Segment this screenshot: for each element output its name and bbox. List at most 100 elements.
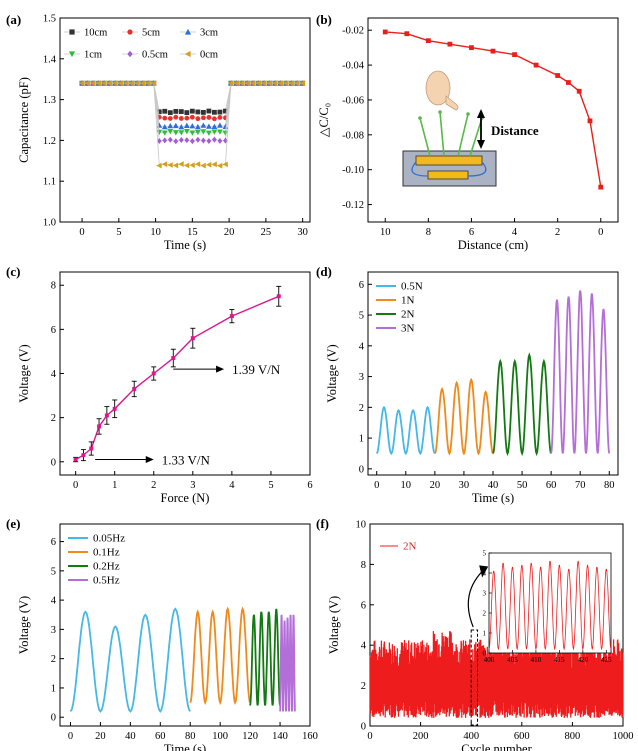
panel-label: (c) — [6, 264, 20, 279]
data-point — [183, 129, 190, 135]
x-tick-label: 140 — [272, 731, 288, 742]
data-point — [211, 161, 217, 168]
field-line — [467, 161, 487, 177]
x-tick-label: 30 — [459, 480, 470, 491]
data-point — [190, 336, 195, 341]
series-line — [75, 295, 280, 461]
x-tick-label: 3 — [190, 480, 195, 491]
inset-frame — [488, 552, 612, 654]
x-tick-label: 4 — [229, 480, 235, 491]
x-tick-label: 2 — [151, 480, 156, 491]
data-point — [189, 162, 195, 168]
data-point — [84, 80, 90, 87]
inset-chart: 400 405 410 415 420 425 0 1 2 3 4 5 — [483, 550, 613, 665]
x-tick-label: 5 — [116, 227, 121, 238]
y-tick-label: -0.06 — [342, 95, 364, 106]
x-tick-label: 0 — [79, 227, 84, 238]
inset-y-tick-label: 1 — [483, 630, 487, 638]
annotation-arrowhead — [216, 365, 225, 373]
data-point — [587, 118, 593, 124]
data-point — [533, 62, 539, 68]
x-tick-label: 5 — [268, 480, 273, 491]
plot-frame — [59, 523, 311, 727]
data-point — [229, 314, 234, 319]
data-point — [469, 45, 474, 51]
annotation-arrowhead — [145, 456, 154, 464]
x-tick-label: 160 — [302, 731, 318, 742]
data-point — [200, 115, 206, 121]
data-point — [200, 129, 207, 135]
data-point — [555, 73, 561, 78]
inset-y-tick-label: 0 — [483, 650, 487, 658]
x-tick-label: 2 — [555, 227, 560, 238]
y-tick-label: 1.4 — [43, 54, 57, 65]
data-point — [73, 457, 78, 462]
x-tick-label: 60 — [546, 480, 557, 491]
inset-y-tick-label: 2 — [483, 610, 487, 618]
data-point — [106, 80, 113, 87]
data-point — [206, 137, 212, 144]
slope-annotation: 1.39 V/N — [232, 362, 281, 377]
data-point — [145, 80, 151, 87]
x-axis-label: Time (s) — [472, 491, 514, 505]
panel-a: 0 5 10 15 20 25 30 1.0 1.1 1.2 1.3 1.4 1.5 Time (s) Ca… — [6, 12, 311, 252]
x-tick-label: 600 — [514, 731, 530, 742]
inset-x-tick-label: 400 — [484, 656, 495, 664]
data-point — [222, 130, 229, 136]
data-point — [200, 110, 206, 115]
y-tick-label: 5 — [51, 566, 56, 577]
y-tick-label: 3 — [359, 372, 364, 383]
data-point — [228, 80, 234, 87]
signal-band — [369, 631, 624, 718]
inset-y-tick-label: 5 — [483, 550, 487, 558]
data-point — [261, 80, 267, 87]
data-point — [156, 162, 162, 169]
x-tick-label: 20 — [95, 731, 106, 742]
legend-label: 0.2Hz — [93, 561, 120, 573]
data-point — [161, 161, 168, 168]
data-point — [127, 29, 133, 35]
x-tick-label: 6 — [469, 227, 474, 238]
y-tick-label: 4 — [51, 596, 57, 607]
y-tick-label: 2 — [51, 654, 56, 665]
data-point — [127, 50, 133, 58]
y-tick-label: 8 — [51, 281, 56, 292]
data-point — [173, 114, 179, 120]
data-point — [189, 138, 195, 145]
data-point — [178, 130, 185, 136]
x-tick-label: 800 — [565, 731, 581, 742]
x-tick-label: 100 — [212, 731, 228, 742]
legend-label: 0.1Hz — [93, 547, 120, 559]
data-point — [233, 80, 239, 87]
y-tick-label: 5 — [359, 311, 364, 322]
y-tick-label: 1.3 — [43, 95, 56, 106]
data-point — [299, 80, 306, 87]
data-point — [167, 116, 173, 121]
inset-series-line — [488, 560, 612, 651]
field-arrow — [419, 117, 431, 157]
y-tick-label: -0.04 — [342, 61, 365, 72]
data-point — [162, 115, 168, 121]
distance-arrowhead-down — [477, 140, 485, 149]
data-point — [206, 108, 212, 114]
y-axis-label: Voltage (V) — [325, 344, 339, 402]
data-point — [139, 80, 146, 87]
data-point — [112, 80, 118, 87]
legend-label: 0.05Hz — [93, 533, 125, 545]
series-line — [189, 606, 251, 706]
x-tick-label: 10 — [380, 227, 391, 238]
data-point — [217, 115, 223, 120]
series-line — [375, 405, 436, 455]
field-arrow-head — [466, 112, 470, 116]
series-line — [69, 607, 191, 713]
data-point — [217, 109, 223, 115]
x-tick-label: 0 — [68, 731, 73, 742]
data-point — [566, 80, 571, 85]
panel-d: 0 10 20 30 40 50 60 70 80 0 1 2 3 4 5 6 Time (s) Voltage … — [316, 264, 619, 505]
zoom-arrowhead — [479, 565, 489, 578]
y-tick-label: 1.2 — [43, 136, 56, 147]
data-point — [172, 122, 179, 129]
y-tick-label: -0.12 — [342, 200, 364, 211]
data-point — [184, 110, 190, 116]
